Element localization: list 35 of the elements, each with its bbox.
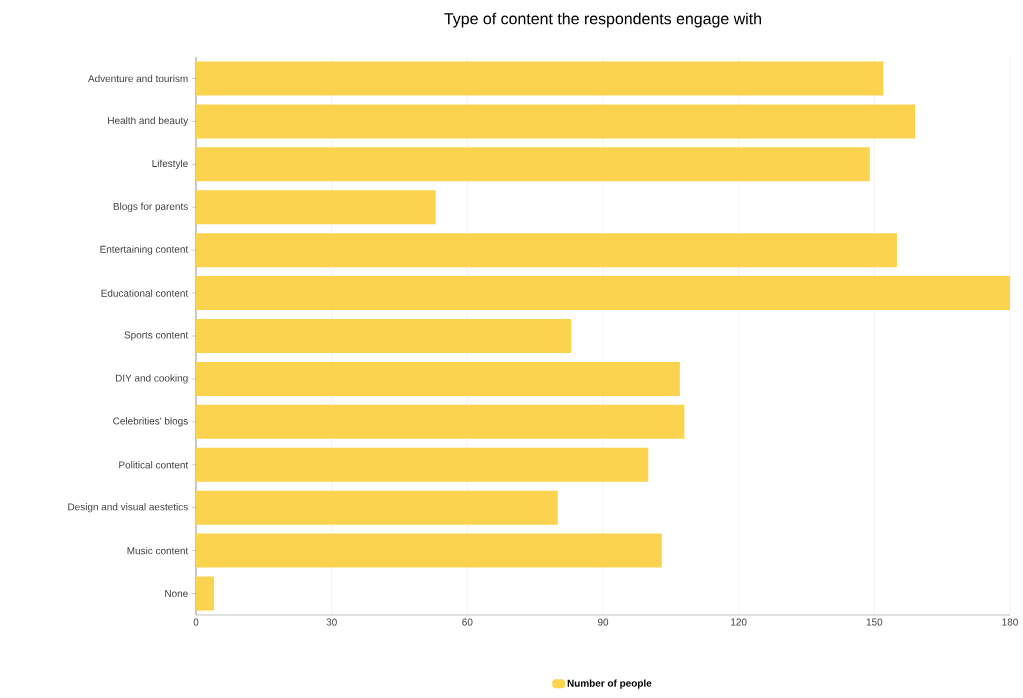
bar bbox=[196, 447, 649, 482]
y-tick-label: Entertaining content bbox=[100, 245, 189, 255]
x-tick-label: 90 bbox=[597, 618, 609, 626]
bar bbox=[196, 104, 916, 139]
y-tick-label: Design and visual aestetics bbox=[68, 503, 188, 513]
bar bbox=[196, 61, 884, 96]
bar bbox=[196, 576, 215, 611]
x-tick-label: 120 bbox=[731, 618, 747, 626]
y-tick-label: DIY and cooking bbox=[115, 374, 188, 384]
bar bbox=[196, 533, 662, 568]
y-tick-label: Blogs for parents bbox=[113, 202, 188, 212]
y-tick-label: Celebrities' blogs bbox=[113, 417, 188, 427]
y-tick-label: Adventure and tourism bbox=[88, 74, 188, 83]
y-tick-label: Sports content bbox=[124, 331, 189, 341]
y-tick-label: Educational content bbox=[101, 289, 189, 297]
y-tick-label: Political content bbox=[119, 461, 189, 469]
bar bbox=[196, 233, 897, 268]
x-tick-label: 60 bbox=[462, 618, 473, 626]
y-tick-label: Lifestyle bbox=[152, 159, 188, 169]
chart-title: Type of content the respondents engage with bbox=[444, 12, 761, 28]
x-tick-label: 0 bbox=[193, 618, 199, 626]
bar bbox=[196, 361, 680, 396]
bar bbox=[196, 319, 572, 353]
bar bbox=[196, 404, 685, 439]
x-tick-label: 150 bbox=[866, 618, 883, 626]
bar bbox=[196, 190, 436, 225]
y-tick-label: None bbox=[165, 590, 188, 598]
legend-label: Number of people bbox=[567, 679, 652, 689]
y-tick-label: Health and beauty bbox=[108, 116, 189, 127]
bar bbox=[196, 276, 1011, 311]
y-tick-label: Music content bbox=[127, 546, 189, 555]
x-tick-label: 30 bbox=[326, 618, 337, 626]
x-tick-label: 180 bbox=[1002, 618, 1018, 626]
bar bbox=[196, 490, 558, 525]
bar bbox=[196, 147, 870, 182]
